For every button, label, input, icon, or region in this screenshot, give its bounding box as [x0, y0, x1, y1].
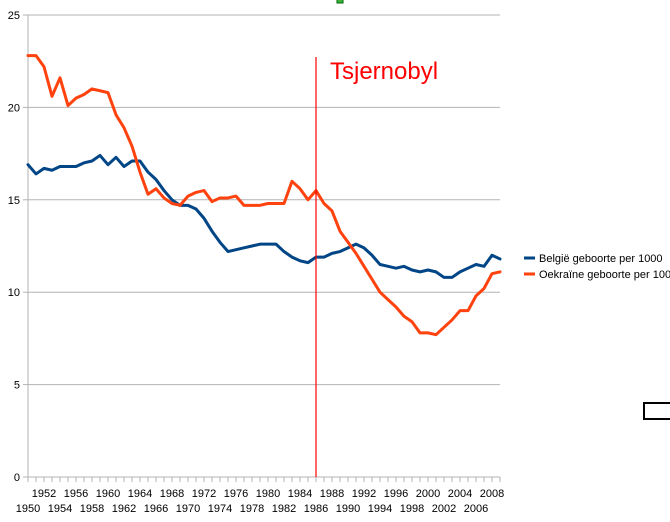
x-tick-label: 1972 [192, 488, 216, 500]
x-tick-label: 1962 [112, 503, 136, 515]
y-tick-label: 10 [8, 287, 20, 299]
x-tick-label: 1982 [272, 503, 296, 515]
x-tick-label: 1954 [48, 503, 72, 515]
series-line-1 [26, 153, 502, 279]
x-tick-label: 1978 [240, 503, 264, 515]
x-tick-label: 2006 [464, 503, 488, 515]
y-tick-label: 0 [14, 472, 20, 484]
legend-label-2: Oekraïne geboorte per 1000 [539, 269, 670, 281]
gridlines [28, 14, 500, 386]
x-tick-label: 1998 [400, 503, 424, 515]
x-tick-label: 1970 [176, 503, 200, 515]
x-tick-label: 1990 [336, 503, 360, 515]
small-green-marker [336, 0, 344, 4]
x-tick-label: 2000 [416, 488, 440, 500]
x-tick-label: 1996 [384, 488, 408, 500]
x-tick-label: 1958 [80, 503, 104, 515]
y-axis: 0 5 10 15 20 25 [8, 10, 29, 484]
x-tick-label: 1950 [16, 503, 40, 515]
x-tick-label: 1992 [352, 488, 376, 500]
empty-box-shape [643, 402, 670, 420]
x-tick-label: 1974 [208, 503, 232, 515]
x-tick-label: 1960 [96, 488, 120, 500]
x-tick-label: 1976 [224, 488, 248, 500]
x-tick-label: 1956 [64, 488, 88, 500]
y-tick-label: 5 [14, 380, 20, 392]
x-tick-label: 1980 [256, 488, 280, 500]
x-tick-label: 1988 [320, 488, 344, 500]
y-tick-label: 20 [8, 102, 20, 114]
x-tick-label: 1952 [32, 488, 56, 500]
x-tick-label: 1966 [144, 503, 168, 515]
x-tick-label: 2002 [432, 503, 456, 515]
x-tick-label: 1984 [288, 488, 312, 500]
annotation-label: Tsjernobyl [330, 58, 438, 85]
y-tick-label: 15 [8, 195, 20, 207]
series-line-2 [26, 54, 502, 337]
legend: België geboorte per 1000 Oekraïne geboort… [524, 253, 670, 281]
x-tick-label: 1986 [304, 503, 328, 515]
x-tick-label: 1968 [160, 488, 184, 500]
x-axis: 1952 1956 1960 1964 1968 1972 1976 1980 1984 1988… [16, 476, 504, 515]
x-tick-label: 1964 [128, 488, 152, 500]
series-lines [26, 54, 502, 337]
annotations: Tsjernobyl [315, 57, 438, 477]
x-tick-label: 2004 [448, 488, 472, 500]
x-tick-label: 2008 [480, 488, 504, 500]
x-tick-label: 1994 [368, 503, 392, 515]
y-tick-label: 25 [8, 10, 20, 22]
legend-label-1: België geboorte per 1000 [539, 253, 663, 265]
